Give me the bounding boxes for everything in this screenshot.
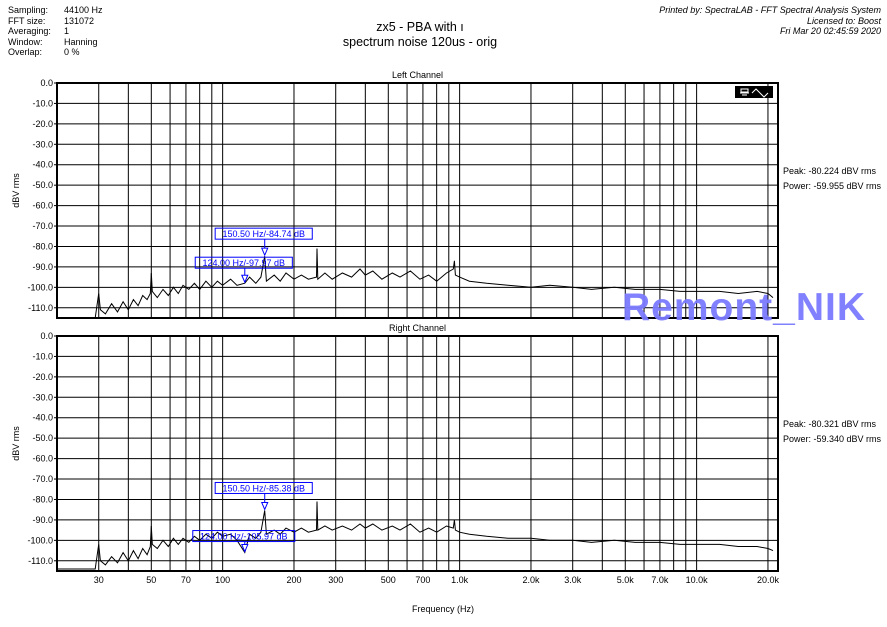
marker-box bbox=[214, 227, 313, 240]
right-channel-chart: Right Channel dBV rms 0.0 -10.0 -20.0 -30.0 -4… bbox=[11, 323, 882, 614]
marker-triangle-icon bbox=[241, 274, 249, 284]
title-line-1: zx5 - PBA with ı bbox=[376, 20, 464, 34]
marker-box bbox=[192, 530, 296, 543]
y-tick-label: -90.0 bbox=[32, 262, 53, 272]
y-tick-label: -40.0 bbox=[32, 413, 53, 423]
y-tick-label: -80.0 bbox=[32, 494, 53, 504]
y-tick-label: -30.0 bbox=[32, 139, 53, 149]
y-axis-label: dBV rms bbox=[11, 173, 21, 208]
plot-frame bbox=[56, 335, 779, 572]
x-tick-label: 20.0k bbox=[757, 575, 780, 585]
x-tick-label: 50 bbox=[146, 575, 156, 585]
licensed-to: Licensed to: Boost bbox=[806, 15, 881, 26]
y-tick-label: -30.0 bbox=[32, 392, 53, 402]
marker-label: 124.00 Hz/-97.97 dB bbox=[203, 258, 286, 268]
x-tick-label: 5.0k bbox=[617, 575, 635, 585]
info-value: Hanning bbox=[64, 36, 98, 47]
x-tick-label: 10.0k bbox=[686, 575, 709, 585]
peak-readout: Peak: -80.321 dBV rms bbox=[783, 419, 877, 429]
x-tick-label: 3.0k bbox=[564, 575, 582, 585]
info-label: Averaging: bbox=[8, 26, 51, 36]
y-tick-label: -20.0 bbox=[32, 119, 53, 129]
y-tick-label: -60.0 bbox=[32, 454, 53, 464]
wave-glyph bbox=[751, 88, 769, 98]
marker-triangle-icon bbox=[260, 501, 269, 511]
x-tick-label: 700 bbox=[415, 575, 430, 585]
info-value: 131072 bbox=[64, 15, 95, 26]
marker-label: 124.00 Hz/-105.97 dB bbox=[200, 532, 288, 542]
info-row: Averaging: 1 bbox=[8, 26, 103, 37]
y-tick-label: -10.0 bbox=[32, 98, 53, 108]
y-tick-label: -100.0 bbox=[27, 282, 53, 292]
info-row: Sampling: 44100 Hz bbox=[8, 5, 103, 16]
marker-triangle-icon bbox=[260, 247, 269, 257]
marker-box bbox=[194, 256, 293, 269]
x-tick-label: 2.0k bbox=[522, 575, 540, 585]
x-tick-label: 200 bbox=[286, 575, 301, 585]
printed-by: Printed by: SpectraLAB - FFT Spectral An… bbox=[659, 5, 881, 15]
x-tick-label: 300 bbox=[328, 575, 343, 585]
power-readout: Power: -59.955 dBV rms bbox=[783, 181, 882, 191]
title-line-2: spectrum noise 120us - orig bbox=[342, 35, 498, 49]
x-tick-label: 7.0k bbox=[651, 575, 669, 585]
y-tick-label: -50.0 bbox=[32, 433, 53, 443]
plot-frame bbox=[56, 82, 779, 319]
marker-label: 150.50 Hz/-84.74 dB bbox=[222, 229, 305, 239]
channel-title: Left Channel bbox=[392, 70, 443, 80]
info-value: 0 % bbox=[64, 47, 80, 57]
info-label: FFT size: bbox=[8, 15, 46, 26]
x-tick-label: 1.0k bbox=[451, 575, 469, 585]
y-tick-label: -50.0 bbox=[32, 180, 53, 190]
x-axis-label: Frequency (Hz) bbox=[412, 604, 474, 614]
info-row: Overlap: 0 % bbox=[8, 47, 103, 58]
x-tick-label: 500 bbox=[381, 575, 396, 585]
info-row: Window: Hanning bbox=[8, 37, 103, 48]
y-tick-label: -10.0 bbox=[32, 351, 53, 361]
info-value: 44100 Hz bbox=[64, 5, 103, 15]
channel-title: Right Channel bbox=[389, 323, 446, 333]
peak-readout: Peak: -80.224 dBV rms bbox=[783, 166, 877, 176]
y-tick-label: -70.0 bbox=[32, 474, 53, 484]
printer-glyph bbox=[740, 88, 749, 96]
y-tick-label: -110.0 bbox=[28, 303, 53, 313]
y-axis-label: dBV rms bbox=[11, 426, 21, 461]
y-tick-label: -20.0 bbox=[32, 372, 53, 382]
info-row: FFT size: 131072 bbox=[8, 16, 103, 27]
y-tick-label: -90.0 bbox=[32, 515, 53, 525]
y-tick-label: -80.0 bbox=[32, 241, 53, 251]
chart-title: zx5 - PBA with ı spectrum noise 120us - … bbox=[300, 20, 540, 50]
graph-settings-icon[interactable] bbox=[735, 86, 773, 98]
y-tick-label: 0.0 bbox=[40, 78, 53, 88]
info-value: 1 bbox=[64, 26, 70, 36]
x-tick-label: 30 bbox=[94, 575, 104, 585]
y-tick-label: -100.0 bbox=[27, 535, 53, 545]
left-channel-chart: Left Channel dBV rms 0.0 -10.0 -20.0 -30.0 -40… bbox=[11, 70, 882, 319]
spectrum-trace bbox=[57, 248, 774, 319]
info-label: Sampling: bbox=[8, 5, 49, 15]
y-tick-label: -40.0 bbox=[32, 160, 53, 170]
info-label: Overlap: bbox=[8, 47, 43, 57]
print-info: Printed by: SpectraLAB - FFT Spectral An… bbox=[659, 5, 881, 37]
x-tick-label: 70 bbox=[181, 575, 191, 585]
marker-triangle-icon bbox=[241, 544, 249, 553]
marker-label: 150.50 Hz/-85.38 dB bbox=[222, 483, 305, 493]
acquisition-info: Sampling: 44100 Hz FFT size: 131072 Averagin… bbox=[8, 5, 103, 58]
x-tick-label: 100 bbox=[215, 575, 230, 585]
spectrum-trace bbox=[57, 501, 774, 570]
y-tick-label: -60.0 bbox=[32, 201, 53, 211]
y-tick-label: 0.0 bbox=[40, 331, 53, 341]
marker-box bbox=[214, 481, 313, 494]
y-tick-label: -110.0 bbox=[28, 556, 53, 566]
info-label: Window: bbox=[8, 36, 43, 47]
y-tick-label: -70.0 bbox=[32, 221, 53, 231]
print-date: Fri Mar 20 02:45:59 2020 bbox=[779, 26, 881, 36]
watermark: Remont_NIK bbox=[622, 286, 867, 329]
power-readout: Power: -59.340 dBV rms bbox=[783, 434, 882, 444]
